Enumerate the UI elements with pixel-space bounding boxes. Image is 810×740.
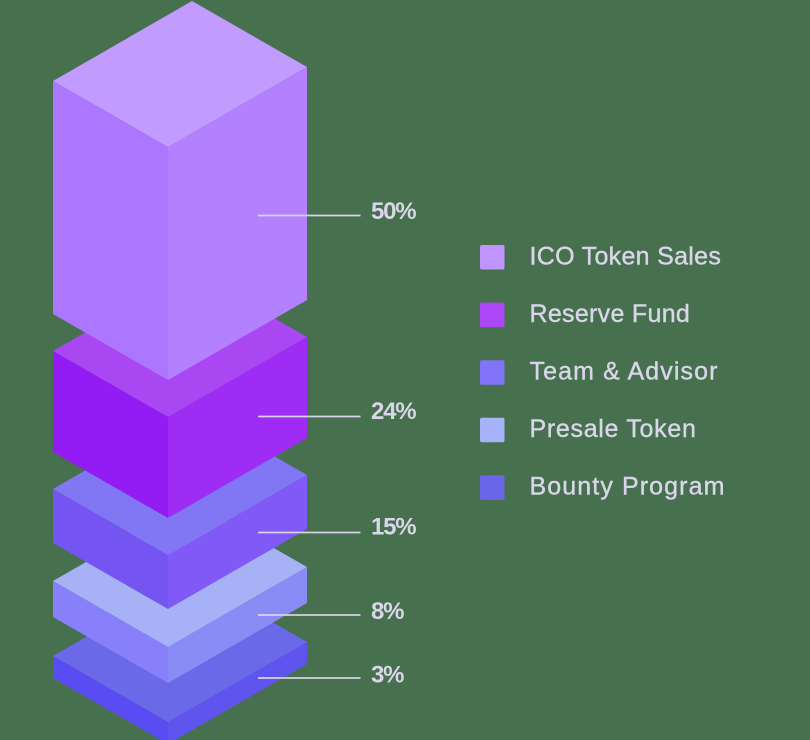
svg-text:Presale Token: Presale Token <box>530 415 697 443</box>
svg-text:3%: 3% <box>371 661 404 688</box>
svg-text:Bounty Program: Bounty Program <box>530 473 726 501</box>
svg-text:24%: 24% <box>371 398 416 425</box>
svg-text:ICO Token Sales: ICO Token Sales <box>530 242 722 270</box>
svg-text:50%: 50% <box>371 198 416 225</box>
svg-text:Reserve Fund: Reserve Fund <box>530 300 691 328</box>
svg-text:8%: 8% <box>371 598 404 625</box>
svg-text:Team & Advisor: Team & Advisor <box>530 358 719 386</box>
svg-text:15%: 15% <box>371 514 416 541</box>
